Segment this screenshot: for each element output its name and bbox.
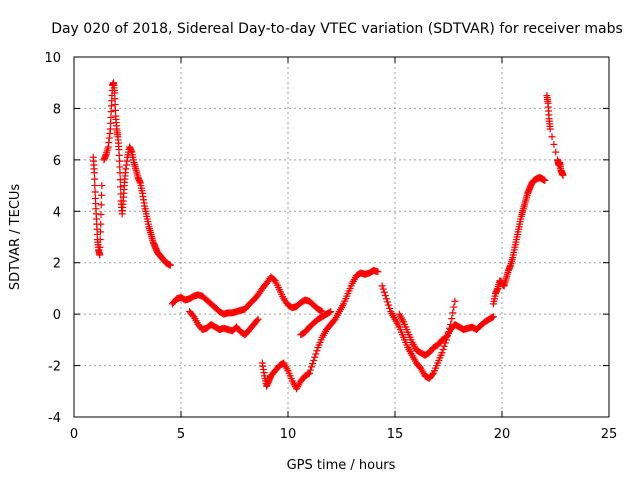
data-point: [548, 133, 556, 141]
data-point: [166, 261, 174, 269]
data-point: [311, 353, 319, 361]
data-point: [312, 350, 320, 358]
y-tick-label: 0: [53, 308, 61, 323]
series-arc-afternoon-b: [395, 310, 497, 359]
data-point: [489, 313, 497, 321]
data-point: [253, 317, 261, 325]
data-point: [450, 303, 458, 311]
grid: [74, 57, 609, 417]
series-arc-late: [543, 92, 567, 179]
data-point: [448, 315, 456, 323]
x-tick-label: 0: [70, 427, 78, 442]
data-point: [313, 347, 321, 355]
data-point: [306, 366, 314, 374]
data-point: [546, 125, 554, 133]
axis-ticks: 0 5 10 15 20 25 -4 -2 0 2 4 6 8 10: [44, 51, 617, 442]
data-point: [384, 298, 392, 306]
plot-frame: [73, 56, 610, 418]
data-point: [552, 148, 560, 156]
x-tick-label: 10: [280, 427, 297, 442]
data-point: [304, 370, 312, 378]
y-tick-label: 10: [44, 51, 61, 66]
data-point: [91, 188, 99, 196]
data-markers: [89, 79, 567, 393]
y-tick-label: -4: [48, 411, 61, 426]
data-point: [91, 175, 99, 183]
data-point: [98, 191, 106, 199]
data-point: [381, 292, 389, 299]
series-arc-morning: [100, 79, 174, 269]
data-point: [90, 169, 98, 177]
data-point: [451, 297, 459, 305]
chart-title: Day 020 of 2018, Sidereal Day-to-day VTE…: [51, 21, 623, 37]
data-point: [327, 308, 335, 316]
x-tick-label: 15: [387, 427, 404, 442]
data-point: [374, 268, 382, 276]
data-point: [378, 282, 386, 290]
data-point: [97, 211, 105, 218]
y-tick-label: 2: [53, 257, 61, 272]
x-tick-label: 20: [494, 427, 511, 442]
data-point: [559, 171, 567, 179]
data-point: [541, 176, 549, 184]
data-point: [386, 304, 394, 312]
data-point: [305, 369, 313, 377]
data-point: [440, 342, 448, 350]
data-point: [326, 308, 334, 316]
data-point: [308, 363, 316, 371]
data-point: [116, 176, 124, 184]
x-tick-label: 25: [601, 427, 618, 442]
data-point: [550, 140, 558, 148]
data-point: [438, 349, 446, 357]
series-arc-evening: [489, 174, 549, 308]
data-point: [96, 228, 104, 236]
series-arc-midday-low: [258, 266, 382, 393]
series-arc-midday-c: [297, 308, 335, 339]
data-point: [380, 288, 388, 296]
y-tick-label: -2: [48, 360, 61, 375]
data-point: [449, 309, 457, 317]
x-axis-label: GPS time / hours: [287, 458, 396, 473]
data-point: [91, 182, 99, 190]
data-point: [97, 201, 105, 209]
data-point: [96, 243, 104, 251]
data-point: [488, 313, 496, 321]
data-point: [96, 236, 104, 244]
y-axis-label: SDTVAR / TECUs: [8, 184, 23, 291]
y-tick-label: 4: [53, 205, 61, 220]
data-point: [428, 371, 436, 379]
y-tick-label: 8: [53, 102, 61, 117]
data-point: [379, 285, 387, 293]
series-arc-afternoon: [378, 282, 459, 382]
data-point: [309, 360, 317, 368]
data-point: [310, 356, 318, 364]
series-arc-midday-a: [168, 273, 326, 318]
series-arc-midday-b: [186, 308, 262, 339]
data-point: [382, 295, 390, 303]
data-point: [439, 346, 447, 353]
series-arc-early-spikes: [89, 153, 106, 259]
data-point: [96, 251, 104, 259]
x-tick-label: 5: [177, 427, 185, 442]
data-point: [98, 182, 106, 190]
data-point: [385, 301, 393, 309]
data-point: [97, 220, 105, 228]
y-tick-label: 6: [53, 154, 61, 169]
data-point: [254, 315, 262, 323]
data-point: [317, 307, 325, 315]
